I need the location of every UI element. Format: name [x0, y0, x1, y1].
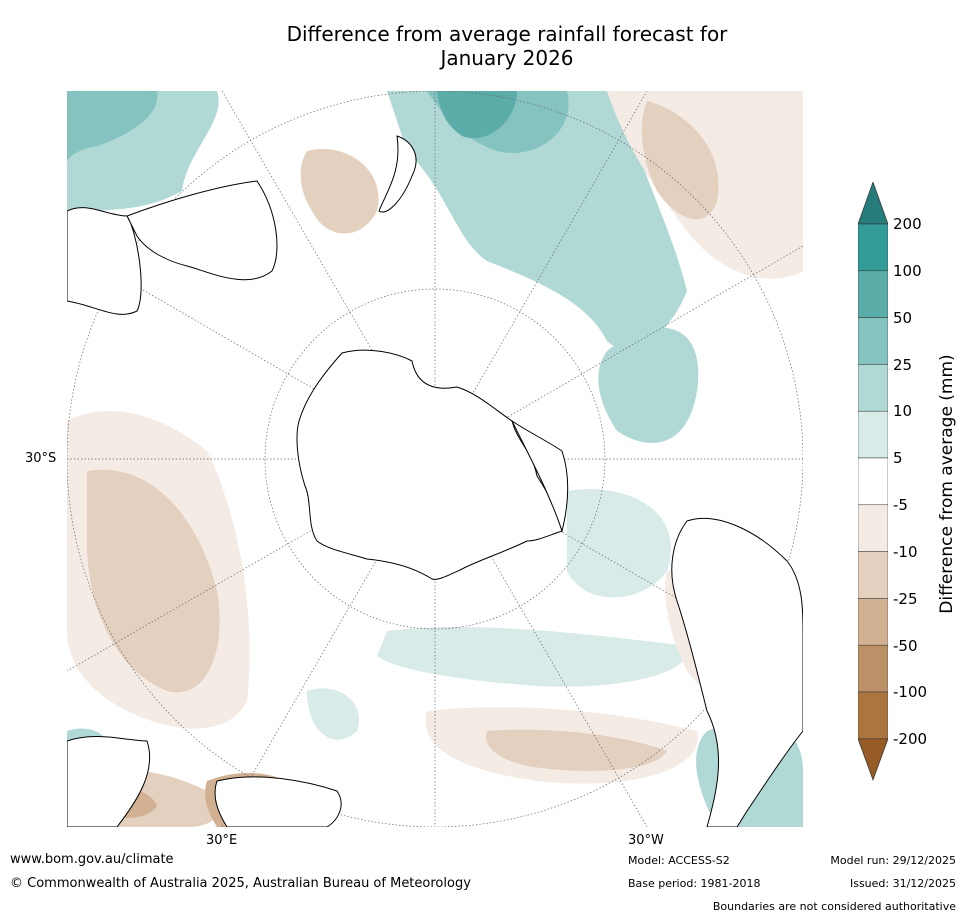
colorbar-band-50-100: [857, 270, 889, 318]
map-title-line2: January 2026: [440, 46, 574, 70]
colorbar-tick-10: 10: [893, 402, 913, 420]
antarctic-peninsula: [510, 419, 569, 533]
colorbar-band-5-10: [857, 410, 889, 459]
issued-text: Issued: 31/12/2025: [849, 877, 956, 890]
colorbar-extend-over: [857, 180, 889, 225]
colorbar-band-m200-m100: [857, 691, 889, 740]
dry-region-northeast-core: [641, 101, 719, 220]
colorbar-graphic: [857, 180, 889, 782]
wet-region-north-pacific: [387, 91, 687, 349]
colorbar: [857, 180, 889, 782]
colorbar-band-100-200: [857, 223, 889, 272]
colorbar-band-neutral: [857, 457, 889, 506]
copyright-text: © Commonwealth of Australia 2025, Austra…: [10, 876, 471, 891]
new-zealand: [378, 135, 417, 213]
colorbar-band-10-25: [857, 364, 889, 412]
lat-circle-70s: [264, 288, 606, 630]
lon-label-30w: 30°W: [628, 833, 664, 848]
colorbar-band-m25-m10: [857, 551, 889, 599]
wet-region-south-ocean: [307, 688, 359, 740]
colorbar-tick-50: 50: [893, 309, 913, 327]
colorbar-title: Difference from average (mm): [937, 354, 957, 614]
map-title: Difference from average rainfall forecas…: [0, 22, 965, 70]
colorbar-band-m100-m50: [857, 644, 889, 693]
coastlines: [67, 135, 803, 827]
colorbar-band-m50-m25: [857, 598, 889, 646]
colorbar-band-25-50: [857, 317, 889, 365]
wet-region-west-antarctic: [567, 489, 671, 598]
model-run-text: Model run: 29/12/2025: [830, 854, 956, 867]
dry-region-north-tasman: [300, 149, 379, 234]
colorbar-tick-m5: -5: [893, 496, 908, 514]
website-link[interactable]: www.bom.gov.au/climate: [10, 852, 174, 867]
southern-africa: [67, 736, 342, 827]
south-america: [671, 517, 803, 827]
map-canvas: [67, 91, 803, 827]
wet-region-north-pacific-peak: [437, 91, 517, 139]
wet-region-northwest-core: [67, 91, 158, 161]
colorbar-tick-100: 100: [893, 262, 922, 280]
colorbar-tick-m25: -25: [893, 590, 918, 608]
colorbar-tick-25: 25: [893, 356, 913, 374]
colorbar-tick-200: 200: [893, 215, 922, 233]
colorbar-tick-5: 5: [893, 449, 903, 467]
model-text: Model: ACCESS-S2: [628, 854, 730, 867]
colorbar-tick-m10: -10: [893, 543, 918, 561]
colorbar-tick-m50: -50: [893, 637, 918, 655]
map-title-line1: Difference from average rainfall forecas…: [286, 22, 728, 46]
colorbar-tick-m100: -100: [893, 683, 928, 701]
australia: [67, 180, 278, 315]
lat-label-30s: 30°S: [25, 451, 57, 466]
dry-region-atlantic-core: [87, 469, 220, 693]
disclaimer-text: Boundaries are not considered authoritat…: [712, 900, 956, 913]
colorbar-extend-under: [857, 738, 889, 782]
colorbar-band-m10-m5: [857, 504, 889, 552]
colorbar-tick-m200: -200: [893, 730, 928, 748]
base-period-text: Base period: 1981-2018: [628, 877, 761, 890]
wet-region-east-pacific: [598, 327, 699, 443]
lon-label-30e: 30°E: [206, 833, 238, 848]
wet-region-south-atlantic: [377, 626, 688, 687]
rainfall-anomaly-map[interactable]: [67, 91, 803, 827]
dry-region-south-indian-core: [486, 729, 667, 771]
antarctica: [296, 349, 563, 580]
